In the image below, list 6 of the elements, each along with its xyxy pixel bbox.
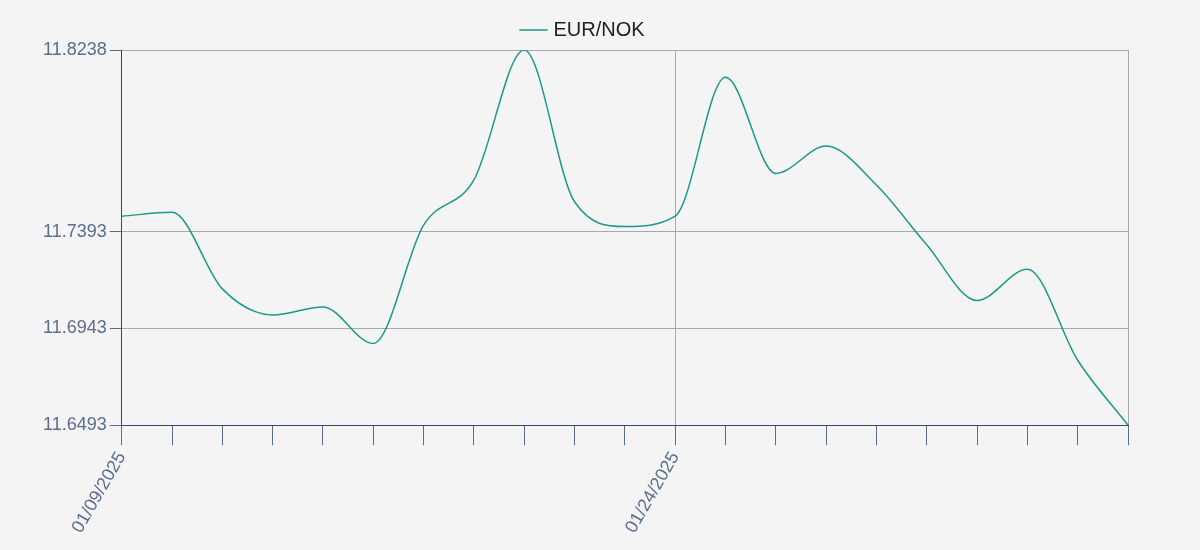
line-series xyxy=(120,50,1129,426)
y-tick-label: 11.6943 xyxy=(43,317,107,338)
y-tick-label: 11.8238 xyxy=(43,38,107,59)
y-tick-label: 11.6493 xyxy=(43,414,107,435)
y-tick-label: 11.7393 xyxy=(43,220,107,241)
legend-label: EUR/NOK xyxy=(553,17,646,40)
